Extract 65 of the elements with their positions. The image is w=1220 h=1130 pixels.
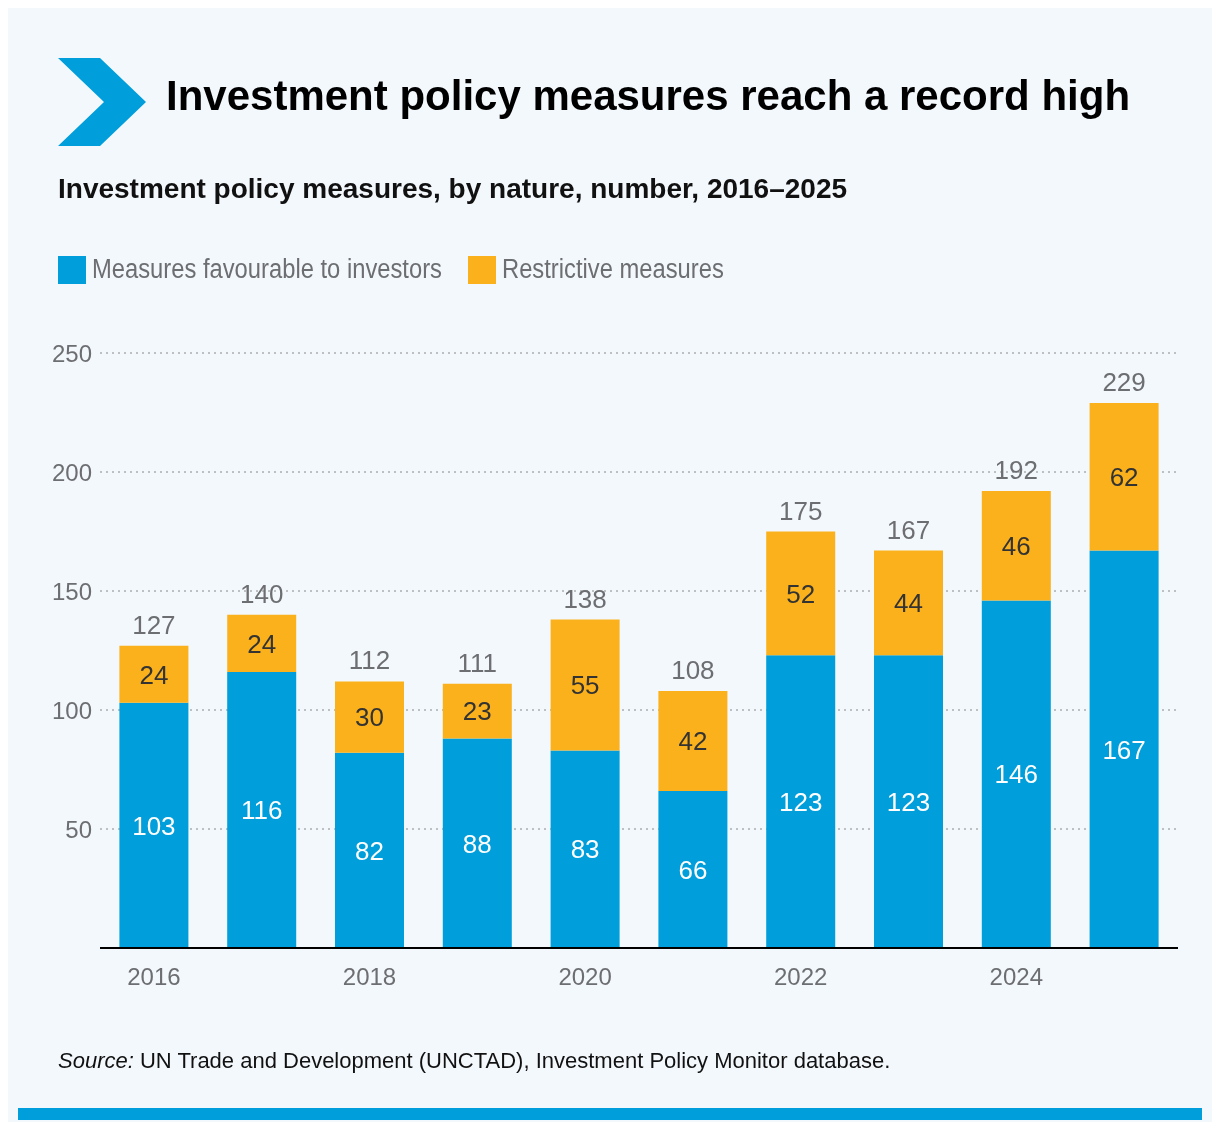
bar	[1089, 550, 1159, 948]
total-label: 127	[132, 609, 176, 640]
data-label: 83	[570, 834, 600, 865]
data-label: 46	[1001, 531, 1031, 562]
x-tick-label: 2018	[342, 963, 397, 991]
bar	[442, 738, 512, 948]
y-tick-label: 100	[51, 696, 92, 724]
y-tick-label: 200	[51, 458, 92, 486]
bar	[227, 671, 297, 948]
total-label: 108	[671, 654, 715, 685]
legend-label: Measures favourable to investors	[92, 254, 442, 285]
bar	[981, 600, 1051, 948]
data-label: 24	[247, 628, 277, 659]
data-label: 44	[894, 588, 923, 619]
total-label: 112	[348, 645, 391, 676]
bar	[1089, 402, 1159, 551]
data-label: 146	[994, 759, 1038, 790]
data-label: 30	[355, 702, 384, 733]
bar	[874, 550, 943, 656]
data-label: 52	[786, 578, 816, 609]
bar	[874, 655, 943, 948]
data-label: 88	[462, 828, 492, 859]
data-label: 62	[1109, 461, 1139, 492]
bar	[119, 702, 189, 948]
y-tick-label: 250	[51, 339, 92, 367]
data-label: 82	[355, 835, 384, 866]
total-label: 111	[457, 647, 498, 678]
total-label: 175	[779, 495, 823, 526]
data-label: 24	[139, 659, 169, 690]
x-tick-label: 2024	[989, 963, 1043, 991]
bar	[550, 619, 620, 751]
total-label: 229	[1102, 366, 1146, 397]
chart-title: Investment policy measures reach a record high	[166, 72, 1131, 120]
total-label: 140	[240, 578, 284, 609]
total-label: 192	[994, 455, 1038, 486]
total-label: 167	[886, 514, 931, 545]
data-label: 66	[678, 854, 708, 885]
chart-subtitle: Investment policy measures, by nature, number, 2016–2025	[58, 173, 848, 205]
x-tick-label: 2020	[558, 963, 612, 991]
bar	[658, 790, 728, 948]
x-tick-label: 2016	[127, 963, 181, 991]
bar	[658, 690, 728, 791]
data-label: 167	[1102, 734, 1146, 765]
source-note: Source: UN Trade and Development (UNCTAD), Investment Policy Monitor database.	[58, 1048, 891, 1074]
data-label: 123	[886, 786, 931, 817]
data-label: 103	[132, 810, 176, 841]
bar	[335, 752, 404, 948]
legend-label: Restrictive measures	[501, 254, 724, 285]
bar	[335, 681, 404, 753]
x-tick-label: 2022	[774, 963, 828, 991]
data-label: 123	[779, 786, 823, 817]
y-tick-label: 50	[65, 815, 92, 843]
bar	[442, 683, 512, 739]
y-tick-label: 150	[51, 577, 92, 605]
bar	[550, 750, 620, 948]
bar	[766, 655, 836, 948]
data-label: 42	[678, 726, 708, 757]
bar	[227, 614, 297, 672]
data-label: 23	[462, 696, 492, 727]
bar	[981, 491, 1051, 601]
bar	[766, 531, 836, 656]
data-label: 116	[240, 795, 283, 826]
data-label: 55	[570, 670, 600, 701]
total-label: 138	[563, 583, 607, 614]
bar	[119, 645, 189, 703]
